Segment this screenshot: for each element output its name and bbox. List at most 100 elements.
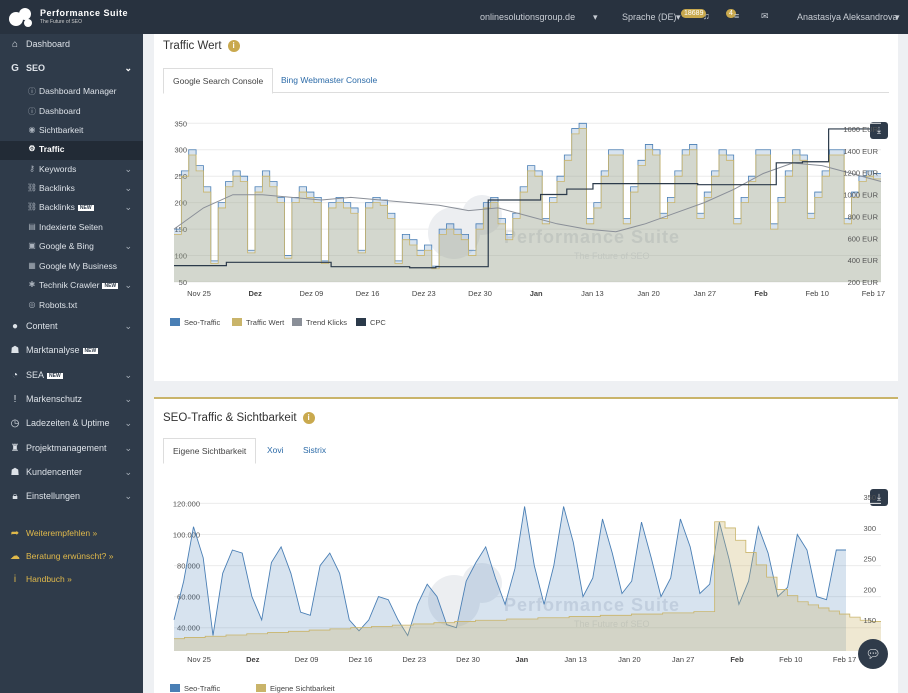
sidebar-item-technik-crawler[interactable]: ✱ Technik Crawler NEW ⌄: [0, 280, 143, 292]
x-tick-label: Dez 16: [349, 655, 373, 664]
info-icon[interactable]: i: [302, 412, 315, 424]
y2-tick-label: 350: [863, 493, 876, 502]
sidebar-item-projektmanagement[interactable]: ♜ Projektmanagement ⌄: [10, 443, 132, 454]
traffic-wert-panel: Traffic Wert i Google Search Console Bing…: [154, 34, 898, 381]
watermark-bubble: [462, 563, 502, 603]
legend-swatch: [170, 318, 180, 326]
brand-bubbles-icon: [9, 8, 32, 27]
language-select[interactable]: Sprache (DE): [622, 12, 677, 22]
download-icon[interactable]: ⤓: [870, 122, 888, 139]
y-tick-label: 50: [179, 278, 187, 287]
legend-seo-traffic[interactable]: Seo-Traffic: [170, 684, 220, 693]
x-tick-label: Dez: [246, 655, 260, 664]
y2-tick-label: 1000 EUR: [843, 191, 878, 200]
sidebar-item-traffic[interactable]: ⚙ Traffic: [0, 141, 143, 160]
download-icon[interactable]: ⤓: [870, 489, 888, 506]
content-icon: ●: [11, 321, 19, 332]
user-menu[interactable]: Anastasiya Aleksandrova: [797, 12, 898, 22]
sidebar-item-seo[interactable]: G SEO ⌄: [0, 63, 143, 77]
chevron-down-icon[interactable]: ▾: [593, 12, 598, 22]
seo-sichtbarkeit-chart: 40.000 60.000 80.000 100.000 120.000 Performa…: [173, 493, 881, 664]
crawler-icon: ✱: [28, 280, 36, 289]
sidebar-item-einstellungen[interactable]: 🔒︎ Einstellungen ⌄: [0, 491, 143, 505]
share-icon: ➦: [10, 528, 20, 539]
traffic-icon: ⚙: [28, 144, 36, 153]
sidebar-item-sea[interactable]: ◔ SEA NEW ⌄: [0, 370, 143, 384]
tab-xovi[interactable]: Xovi: [267, 445, 284, 455]
sidebar-item-markenschutz[interactable]: ! Markenschutz ⌄: [0, 394, 143, 408]
watermark-title: Performance Suite: [504, 227, 680, 247]
new-badge: NEW: [102, 282, 119, 289]
x-tick-label: Nov 25: [187, 655, 211, 664]
chevron-down-icon[interactable]: ▾: [676, 12, 681, 22]
legend-eigene-sichtbarkeit[interactable]: Eigene Sichtbarkeit: [256, 684, 335, 693]
sidebar-item-ladezeiten[interactable]: ◷ Ladezeiten & Uptime ⌄: [10, 418, 132, 429]
chat-bubble-icon[interactable]: 💬︎: [858, 639, 888, 669]
new-badge: NEW: [82, 347, 99, 354]
info-icon: ⓘ: [28, 87, 36, 96]
x-tick-label: Jan 20: [618, 655, 641, 664]
sidebar-item-dashboard[interactable]: ⌂ Dashboard: [0, 39, 143, 53]
tab-sistrix[interactable]: Sistrix: [303, 445, 327, 455]
seo-traffic-sichtbarkeit-panel: SEO-Traffic & Sichtbarkeit i Eigene Sicht…: [154, 397, 898, 693]
sidebar-item-google-bing[interactable]: ▣ Google & Bing ⌄: [0, 241, 143, 253]
sidebar-item-content[interactable]: ● Content ⌄: [0, 321, 143, 335]
x-tick-label: Dez 09: [300, 289, 324, 298]
info-icon[interactable]: i: [227, 40, 240, 52]
sidebar-link-weiterempfehlen[interactable]: ➦ Weiterempfehlen »: [10, 528, 98, 539]
legend-trend-klicks[interactable]: Trend Klicks: [292, 318, 347, 327]
sidebar-item-google-my-business[interactable]: ▦ Google My Business: [0, 261, 143, 273]
new-badge: NEW: [77, 204, 94, 211]
legend-swatch: [170, 684, 180, 692]
legend-seo-traffic[interactable]: Seo-Traffic: [170, 318, 220, 327]
chevron-down-icon[interactable]: ▾: [895, 12, 900, 22]
chevron-down-icon: ⌄: [124, 321, 132, 331]
x-tick-label: Jan 27: [694, 289, 717, 298]
new-badge: NEW: [47, 372, 63, 379]
bell-icon[interactable]: ♫: [703, 11, 710, 21]
mail-icon[interactable]: ✉: [761, 11, 769, 21]
sidebar-item-backlinks[interactable]: ⛓ Backlinks ⌄: [26, 183, 132, 193]
x-tick-label: Dez 09: [295, 655, 319, 664]
y2-tick-label: 200 EUR: [848, 278, 879, 287]
sidebar-item-indexierte-seiten[interactable]: ▤ Indexierte Seiten: [0, 222, 143, 234]
legend-cpc[interactable]: CPC: [356, 318, 386, 327]
sidebar-item-keywords[interactable]: ⚷ Keywords ⌄: [0, 164, 143, 176]
y2-tick-label: 250: [863, 555, 876, 564]
y-tick-label: 100: [174, 252, 187, 261]
tab-bing-webmaster-console[interactable]: Bing Webmaster Console: [281, 75, 378, 85]
x-tick-label: Feb 17: [833, 655, 856, 664]
chevron-down-icon: ⌄: [124, 202, 132, 212]
x-tick-label: Jan 13: [564, 655, 587, 664]
sidebar-item-dashboard-manager[interactable]: ⓘ Dashboard Manager: [28, 86, 117, 96]
y-tick-label: 100.000: [173, 530, 200, 539]
sidebar-item-robots[interactable]: ◎ Robots.txt: [0, 300, 143, 312]
sidebar-item-marktanalyse[interactable]: ☗ Marktanalyse NEW: [10, 345, 99, 356]
domain-select[interactable]: onlinesolutionsgroup.de: [480, 12, 576, 22]
brand-logo[interactable]: Performance Suite The Future of SEO: [8, 6, 144, 28]
x-tick-label: Dez: [249, 289, 263, 298]
tab-divider: [163, 92, 889, 93]
y2-tick-label: 1200 EUR: [843, 169, 878, 178]
x-tick-label: Feb: [754, 289, 768, 298]
y-tick-label: 40.000: [177, 624, 200, 633]
sidebar-item-backlinks-new[interactable]: ⛓ Backlinks NEW ⌄: [26, 202, 132, 212]
watermark-subtitle: The Future of SEO: [574, 619, 650, 629]
sidebar-item-sichtbarkeit[interactable]: ◉ Sichtbarkeit: [0, 125, 143, 137]
tab-eigene-sichtbarkeit[interactable]: Eigene Sichtbarkeit: [163, 438, 257, 464]
home-icon: ⌂: [11, 39, 19, 50]
sidebar-link-beratung[interactable]: ☁ Beratung erwünscht? »: [10, 551, 114, 562]
sidebar-item-seo-dashboard[interactable]: ⓘ Dashboard: [28, 106, 81, 116]
chevron-down-icon: ⌄: [124, 63, 132, 73]
x-tick-label: Dez 30: [468, 289, 492, 298]
x-tick-label: Jan: [530, 289, 543, 298]
info-icon: i: [13, 574, 17, 585]
y-tick-label: 250: [174, 172, 187, 181]
sidebar-link-handbuch[interactable]: i Handbuch »: [0, 574, 143, 586]
google-icon: G: [11, 63, 19, 74]
sidebar-item-kundencenter[interactable]: ☗ Kundencenter ⌄: [10, 467, 132, 478]
list-icon[interactable]: ≡: [734, 11, 740, 21]
y2-tick-label: 800 EUR: [848, 212, 879, 221]
legend-traffic-wert[interactable]: Traffic Wert: [232, 318, 284, 327]
tab-google-search-console[interactable]: Google Search Console: [163, 68, 274, 94]
